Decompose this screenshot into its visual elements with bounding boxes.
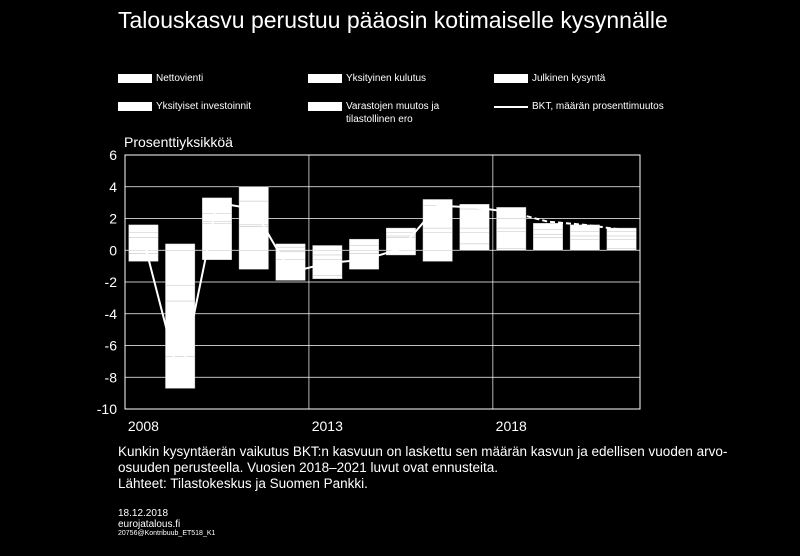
bar-segment — [422, 227, 453, 233]
bar-segment — [569, 235, 600, 240]
y-tick-label: 4 — [109, 179, 117, 195]
ticks: -10 -8 -6 -4 -2 0 2 4 6 2008 2013 2018 — [97, 147, 527, 434]
legend-swatch-line — [494, 106, 528, 108]
legend-item-yksityinen-kulutus: Yksityinen kulutus — [308, 72, 426, 85]
legend-swatch — [308, 102, 342, 111]
bar-segment — [459, 232, 490, 245]
x-tick-label: 2013 — [312, 418, 343, 434]
legend-label: BKT, määrän prosenttimuutos — [532, 101, 664, 112]
legend-label: Nettovienti — [156, 73, 204, 84]
legend-label: Varastojen muutos ja tilastollinen ero — [346, 101, 440, 125]
bar-segment — [275, 250, 306, 253]
bar-segment — [312, 245, 343, 251]
legend-swatch — [118, 74, 152, 83]
bar-segment — [238, 250, 269, 270]
bar-segment — [349, 238, 380, 246]
note-sources: Lähteet: Tilastokeskus ja Suomen Pankki. — [118, 476, 368, 491]
y-tick-label: -8 — [105, 369, 118, 385]
bar-segment — [128, 224, 159, 233]
chart-notes: Kunkin kysyntäerän vaikutus BKT:n kasvuu… — [118, 444, 758, 492]
legend-label: Julkinen kysyntä — [532, 73, 606, 84]
bar-segment — [569, 238, 600, 251]
bar-segment — [496, 227, 527, 232]
publish-date: 18.12.2018 — [118, 508, 169, 519]
bar-segment — [202, 213, 232, 222]
y-tick-label: 0 — [109, 242, 117, 258]
chart-title: Talouskasvu perustuu pääosin kotimaisell… — [118, 7, 668, 33]
bar-segment — [165, 284, 196, 302]
bar-segment — [606, 235, 637, 240]
bar-segment — [275, 246, 306, 251]
y-tick-label: 6 — [109, 147, 117, 163]
bar-segment — [202, 221, 232, 224]
bar-segment — [312, 254, 343, 260]
y-tick-label: -2 — [105, 274, 118, 290]
y-tick-label: -4 — [105, 306, 118, 322]
bar-segment — [606, 238, 637, 249]
bar-segment — [165, 243, 196, 251]
bar-segment — [202, 223, 232, 251]
bar-segment — [349, 245, 380, 251]
bar-segment — [422, 232, 453, 251]
bar-segment — [238, 226, 269, 251]
bar-segment — [128, 232, 159, 238]
bar-segment — [533, 223, 563, 230]
bar-segment — [128, 250, 159, 254]
bar-segment — [165, 250, 196, 286]
legend-swatch — [118, 102, 152, 111]
legend-item-bkt: BKT, määrän prosenttimuutos — [494, 100, 664, 113]
bar-segment — [238, 186, 269, 202]
bar-segment — [496, 230, 527, 249]
legend-item-julkinen-kysynta: Julkinen kysyntä — [494, 72, 605, 85]
bar-segment — [312, 275, 343, 280]
bar-segment — [459, 227, 490, 233]
y-tick-label: 2 — [109, 211, 117, 227]
grid — [124, 154, 641, 410]
x-tick-label: 2018 — [496, 418, 527, 434]
legend-label: Yksityinen kulutus — [346, 73, 427, 84]
gdp-line — [142, 201, 512, 383]
note-method: Kunkin kysyntäerän vaikutus BKT:n kasvuu… — [118, 444, 728, 475]
gdp-line-forecast — [510, 211, 622, 231]
bar-segment — [533, 237, 563, 251]
gdp-line-group — [142, 201, 622, 383]
bar-segment — [496, 218, 527, 229]
bar-segment — [533, 229, 563, 235]
legend-swatch — [494, 74, 528, 83]
bar-segment — [312, 250, 343, 256]
site-name: eurojatalous.fi — [118, 519, 181, 530]
bar-segment — [165, 356, 196, 389]
bar-segment — [128, 253, 159, 262]
legend-label: Yksityiset investoinnit — [156, 101, 252, 112]
y-tick-label: -10 — [97, 401, 117, 417]
bar-segment — [533, 234, 563, 238]
bar-segment — [349, 250, 380, 254]
bar-segment — [238, 200, 269, 226]
bar-segment — [606, 230, 637, 237]
legend-swatch — [308, 74, 342, 83]
legend-item-nettovienti: Nettovienti — [118, 72, 203, 85]
bar-segment — [459, 208, 490, 229]
bar-segment — [422, 250, 453, 262]
bar-segment — [275, 259, 306, 281]
bar-segment — [275, 243, 306, 248]
bars — [128, 186, 637, 389]
bar-segment — [569, 230, 600, 237]
legend-item-varastojen-muutos: Varastojen muutos ja tilastollinen ero — [308, 100, 458, 126]
bar-segment — [606, 248, 637, 251]
bar-segment — [606, 227, 637, 232]
figure-code: 20756@Kontribuub_ET518_K1 — [118, 530, 216, 537]
x-tick-label: 2008 — [128, 418, 159, 434]
bar-segment — [459, 243, 490, 251]
legend-item-yksityiset-investoinnit: Yksityiset investoinnit — [118, 100, 251, 113]
plot-border — [124, 154, 641, 410]
bar-segment — [385, 227, 416, 233]
bar-segment — [496, 248, 527, 251]
y-tick-label: -6 — [105, 338, 118, 354]
y-axis-label: Prosenttiyksikköä — [124, 134, 233, 150]
